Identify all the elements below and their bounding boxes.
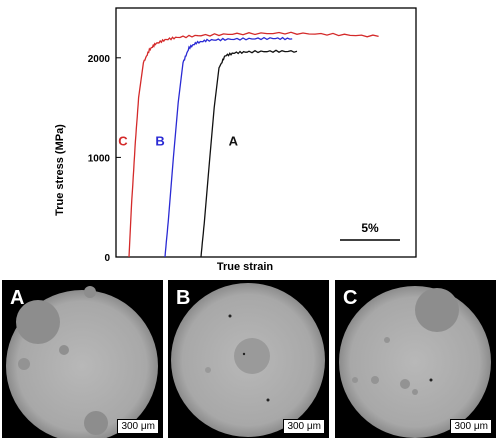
micrograph-letter-a: A [10, 287, 25, 309]
micrograph-scale-a: 300 μm [117, 419, 159, 434]
series-line-c [128, 31, 379, 258]
y-axis-label: True stress (MPa) [54, 124, 66, 216]
micrograph-image-a [6, 286, 158, 438]
x-axis-label: True strain [216, 261, 274, 273]
micrograph-panel-b: B 300 μm [168, 280, 329, 438]
plot-frame [115, 7, 417, 258]
series-label-b: B [155, 133, 164, 148]
series-line-a [200, 49, 298, 258]
micrograph-scale-b: 300 μm [283, 419, 325, 434]
series-layer [128, 31, 379, 258]
series-label-a: A [229, 133, 239, 148]
y-tick-label: 0 [104, 253, 110, 264]
micrograph-scale-c: 300 μm [450, 419, 492, 434]
strain-scale-label: 5% [361, 221, 379, 235]
micrograph-panel-c: C 300 μm [335, 280, 496, 438]
y-ticks: 0 1000 2000 [88, 54, 121, 264]
strain-scale-bar: 5% [340, 221, 400, 241]
micrograph-letter-b: B [176, 287, 191, 309]
micrograph-panel-a: A 300 μm [2, 280, 163, 438]
series-label-c: C [118, 133, 128, 148]
micrograph-image-b [171, 283, 325, 437]
micrograph-image-c [339, 286, 491, 438]
micrograph-letter-c: C [343, 287, 358, 309]
y-tick-label: 1000 [88, 153, 111, 164]
series-line-b [164, 36, 293, 258]
y-tick-label: 2000 [88, 54, 111, 65]
